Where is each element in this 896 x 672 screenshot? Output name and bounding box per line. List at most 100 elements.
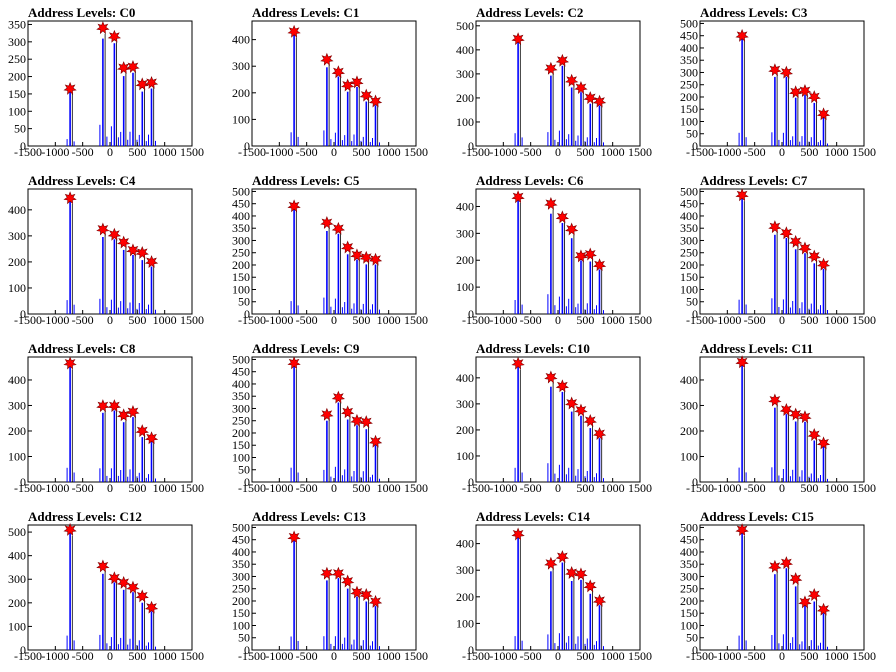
x-tick-label: 1500 (628, 649, 652, 663)
y-tick-label: 400 (8, 373, 26, 387)
x-tick-label: 1500 (180, 649, 204, 663)
y-tick-label: 300 (232, 233, 250, 247)
peak-marker (144, 255, 159, 269)
x-tick-label: 1500 (852, 145, 876, 159)
x-tick-label: -500 (744, 145, 766, 159)
y-tick-label: 450 (232, 533, 250, 547)
chart-title: Address Levels: C1 (252, 5, 360, 20)
x-tick-label: 500 (800, 145, 818, 159)
y-tick-label: 200 (456, 423, 474, 437)
y-tick-label: 200 (680, 258, 698, 272)
peak-marker (779, 556, 794, 570)
x-tick-label: 0 (107, 649, 113, 663)
peak-marker (592, 258, 607, 272)
x-tick-label: 500 (128, 313, 146, 327)
y-tick-label: 50 (238, 463, 250, 477)
peak-marker (320, 566, 334, 580)
peak-marker (359, 588, 373, 601)
x-tick-label: -1000 (265, 145, 293, 159)
peak-marker (359, 250, 373, 264)
peak-marker (816, 436, 831, 450)
plot-frame (475, 356, 641, 483)
x-tick-label: -1000 (713, 649, 741, 663)
y-tick-label: 100 (680, 618, 698, 632)
y-tick-label: 100 (8, 619, 26, 633)
peak-marker (555, 550, 570, 564)
x-tick-label: -1500 (686, 481, 714, 495)
peak-marker (583, 579, 597, 593)
x-tick-label: 1500 (628, 313, 652, 327)
y-tick-label: 200 (232, 258, 250, 272)
y-tick-label: 0 (244, 307, 250, 321)
chart-title: Address Levels: C15 (700, 509, 814, 524)
x-tick-label: 1500 (404, 481, 428, 495)
x-tick-label: 1000 (153, 145, 177, 159)
y-tick-label: 100 (8, 104, 26, 118)
peak-marker (63, 81, 77, 95)
peak-marker (565, 73, 579, 87)
y-tick-label: 50 (686, 127, 698, 141)
x-tick-label: -500 (72, 313, 94, 327)
peak-marker (107, 227, 122, 241)
y-tick-label: 400 (456, 537, 474, 551)
peak-marker (341, 574, 355, 588)
y-tick-label: 200 (680, 90, 698, 104)
y-tick-label: 200 (8, 424, 26, 438)
chart-title: Address Levels: C7 (700, 173, 808, 188)
y-tick-label: 450 (232, 197, 250, 211)
y-tick-label: 100 (680, 114, 698, 128)
peak-marker (117, 235, 131, 249)
peak-marker (583, 91, 597, 105)
y-tick-label: 400 (680, 41, 698, 55)
chart-title: Address Levels: C14 (476, 509, 590, 524)
plot-frame (699, 20, 865, 147)
x-tick-label: -500 (520, 145, 542, 159)
peak-marker (331, 390, 346, 404)
chart-title: Address Levels: C11 (700, 341, 814, 356)
chart-panel: -1500 -1000 -500 0 500 1000 1500 0 100 200 300 400 A… (448, 336, 672, 504)
peak-marker (126, 405, 140, 418)
y-tick-label: 500 (232, 520, 250, 534)
chart-panel: -1500 -1000 -500 0 500 1000 1500 0 50 100 150 200 25… (224, 168, 448, 336)
peak-marker (574, 249, 588, 263)
peak-marker (779, 402, 794, 416)
x-tick-label: -500 (744, 649, 766, 663)
peak-marker (768, 559, 782, 573)
y-tick-label: 250 (232, 582, 250, 596)
x-tick-label: -1000 (41, 313, 69, 327)
y-tick-label: 200 (456, 91, 474, 105)
peak-marker (544, 370, 558, 384)
peak-marker (135, 424, 149, 438)
chart-panel: -1500 -1000 -500 0 500 1000 1500 0 100 200 300 400 A… (224, 0, 448, 168)
peak-marker (768, 393, 782, 407)
y-tick-label: 0 (20, 475, 26, 489)
peak-marker (350, 413, 364, 427)
x-tick-label: 500 (800, 313, 818, 327)
plot-frame (251, 524, 417, 651)
peak-marker (735, 28, 749, 42)
peak-marker (320, 52, 334, 66)
y-tick-label: 200 (456, 253, 474, 267)
x-tick-label: -1500 (462, 145, 490, 159)
peak-marker (544, 61, 558, 75)
y-tick-label: 200 (8, 70, 26, 84)
plot-frame (251, 356, 417, 483)
chart-panel: -1500 -1000 -500 0 500 1000 1500 0 50 100 150 200 25… (672, 168, 896, 336)
y-tick-label: 200 (232, 594, 250, 608)
peak-marker (107, 399, 122, 413)
peak-marker (359, 88, 373, 102)
x-tick-label: -1500 (238, 313, 266, 327)
chart-title: Address Levels: C13 (252, 509, 366, 524)
peak-marker (96, 21, 110, 35)
chart-title: Address Levels: C4 (28, 173, 136, 188)
peak-marker (287, 356, 301, 370)
peak-marker (735, 188, 749, 202)
y-tick-label: 100 (456, 115, 474, 129)
peak-marker (565, 222, 579, 236)
y-tick-label: 0 (244, 475, 250, 489)
peak-marker (583, 247, 597, 261)
chart-panel: -1500 -1000 -500 0 500 1000 1500 0 100 200 300 400 A… (448, 168, 672, 336)
chart-panel: -1500 -1000 -500 0 500 1000 1500 0 50 100 150 200 25… (224, 504, 448, 672)
y-tick-label: 250 (680, 78, 698, 92)
plot-frame (251, 20, 417, 147)
